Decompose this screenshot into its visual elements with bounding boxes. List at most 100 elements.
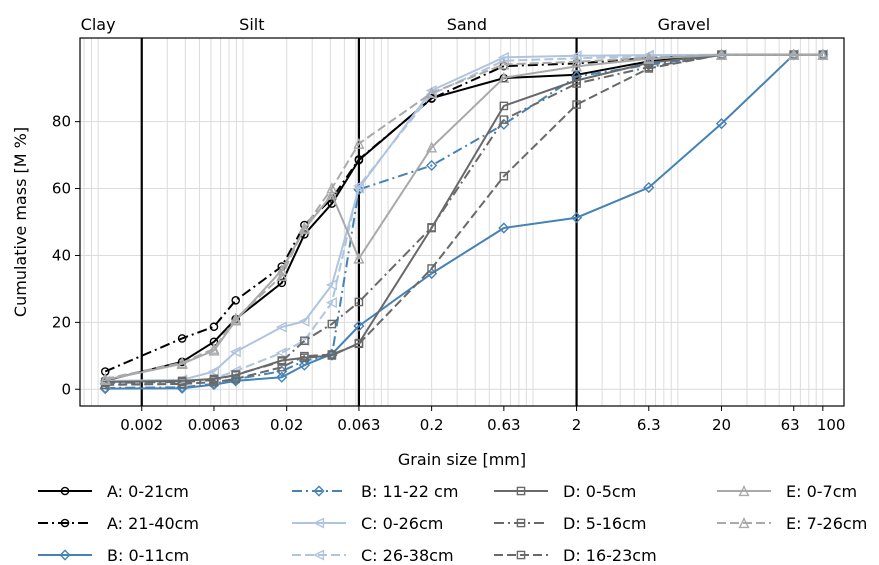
data-point [816,49,828,61]
x-tick-label: 0.2 [420,416,444,434]
x-tick-label: 2 [572,416,582,434]
x-tick-label: 100 [817,416,846,434]
data-point [572,79,581,88]
series-line [105,53,823,382]
x-tick-label: 6.3 [637,416,661,434]
data-point [209,322,219,332]
data-point [738,517,750,529]
data-point [326,182,338,194]
data-point [499,115,509,124]
data-point [277,278,287,288]
series-group [99,49,828,387]
legend-item: D: 0-5cm [494,482,636,501]
data-point [643,181,655,194]
data-point [516,550,526,560]
data-point [715,48,728,60]
x-axis-title: Grain size [mm] [398,450,526,469]
series-group [99,49,828,389]
series-group [100,50,828,385]
data-point [352,180,365,192]
grid-layer [80,38,844,406]
y-tick-label: 80 [52,113,71,131]
data-point [277,362,287,372]
data-point [516,486,526,496]
region-label: Gravel [658,15,711,34]
data-point [99,372,111,385]
legend-item: A: 21-40cm [38,514,199,533]
data-point [498,222,510,234]
data-point [427,223,436,232]
data-point [298,359,310,371]
data-point [499,171,509,181]
data-point [426,141,438,153]
x-tick-label: 0.063 [337,416,380,434]
legend-item: D: 16-23cm [494,546,657,565]
legend-label: A: 0-21cm [107,482,189,501]
series-group [99,49,829,394]
region-label: Silt [239,15,264,34]
data-point [353,320,365,332]
series-group [99,49,829,395]
data-point [327,350,337,359]
data-point [276,371,288,383]
series-line [105,53,823,383]
data-point [715,118,728,130]
data-point [60,518,70,528]
data-point [325,297,337,309]
data-point [516,518,526,528]
data-point [208,342,220,354]
data-point [498,58,510,70]
legend-item: E: 0-7cm [717,482,857,501]
y-tick-label: 0 [61,380,71,398]
legend-item: A: 0-21cm [38,482,189,501]
region-label: Clay [81,15,116,34]
legend-label: D: 0-5cm [563,482,636,501]
data-point [176,356,188,368]
data-point [788,48,800,60]
data-point [353,137,365,149]
data-point [426,159,438,172]
region-layer: Clay Silt Sand Gravel [81,15,710,34]
data-point [571,55,583,67]
series-group [100,50,828,376]
data-point [498,71,510,83]
data-point [277,357,287,366]
x-tick-label: 0.002 [120,416,163,434]
series-line [105,53,823,384]
data-point [59,549,71,561]
data-point [354,155,364,164]
data-point [644,64,654,73]
data-point [298,221,310,233]
x-tick-label: 0.02 [270,416,303,434]
y-tick-label: 40 [52,246,71,264]
data-point [276,269,288,281]
data-point [300,351,309,361]
data-point [298,334,310,346]
series-group [100,50,828,390]
data-point [499,101,509,111]
legend-label: B: 11-22 cm [361,482,458,501]
x-tick-label: 0.63 [487,416,520,434]
data-point [570,212,583,224]
legend-label: A: 21-40cm [107,514,199,533]
legend-label: C: 26-38cm [361,546,454,565]
data-point [354,339,364,349]
data-point [300,336,309,346]
series-line [105,53,823,385]
data-point [572,100,581,109]
data-point [817,48,829,60]
data-point [643,51,655,63]
data-point [313,517,325,529]
data-point [313,485,325,497]
legend-label: B: 0-11cm [107,546,189,565]
data-point [298,315,310,327]
legend-label: E: 7-26cm [786,514,867,533]
data-point [313,549,325,561]
data-point [229,365,241,377]
data-point [326,188,338,200]
data-point [60,486,70,496]
x-tick-label: 63 [781,416,800,434]
plot-frame [79,37,845,407]
series-group [99,48,829,386]
